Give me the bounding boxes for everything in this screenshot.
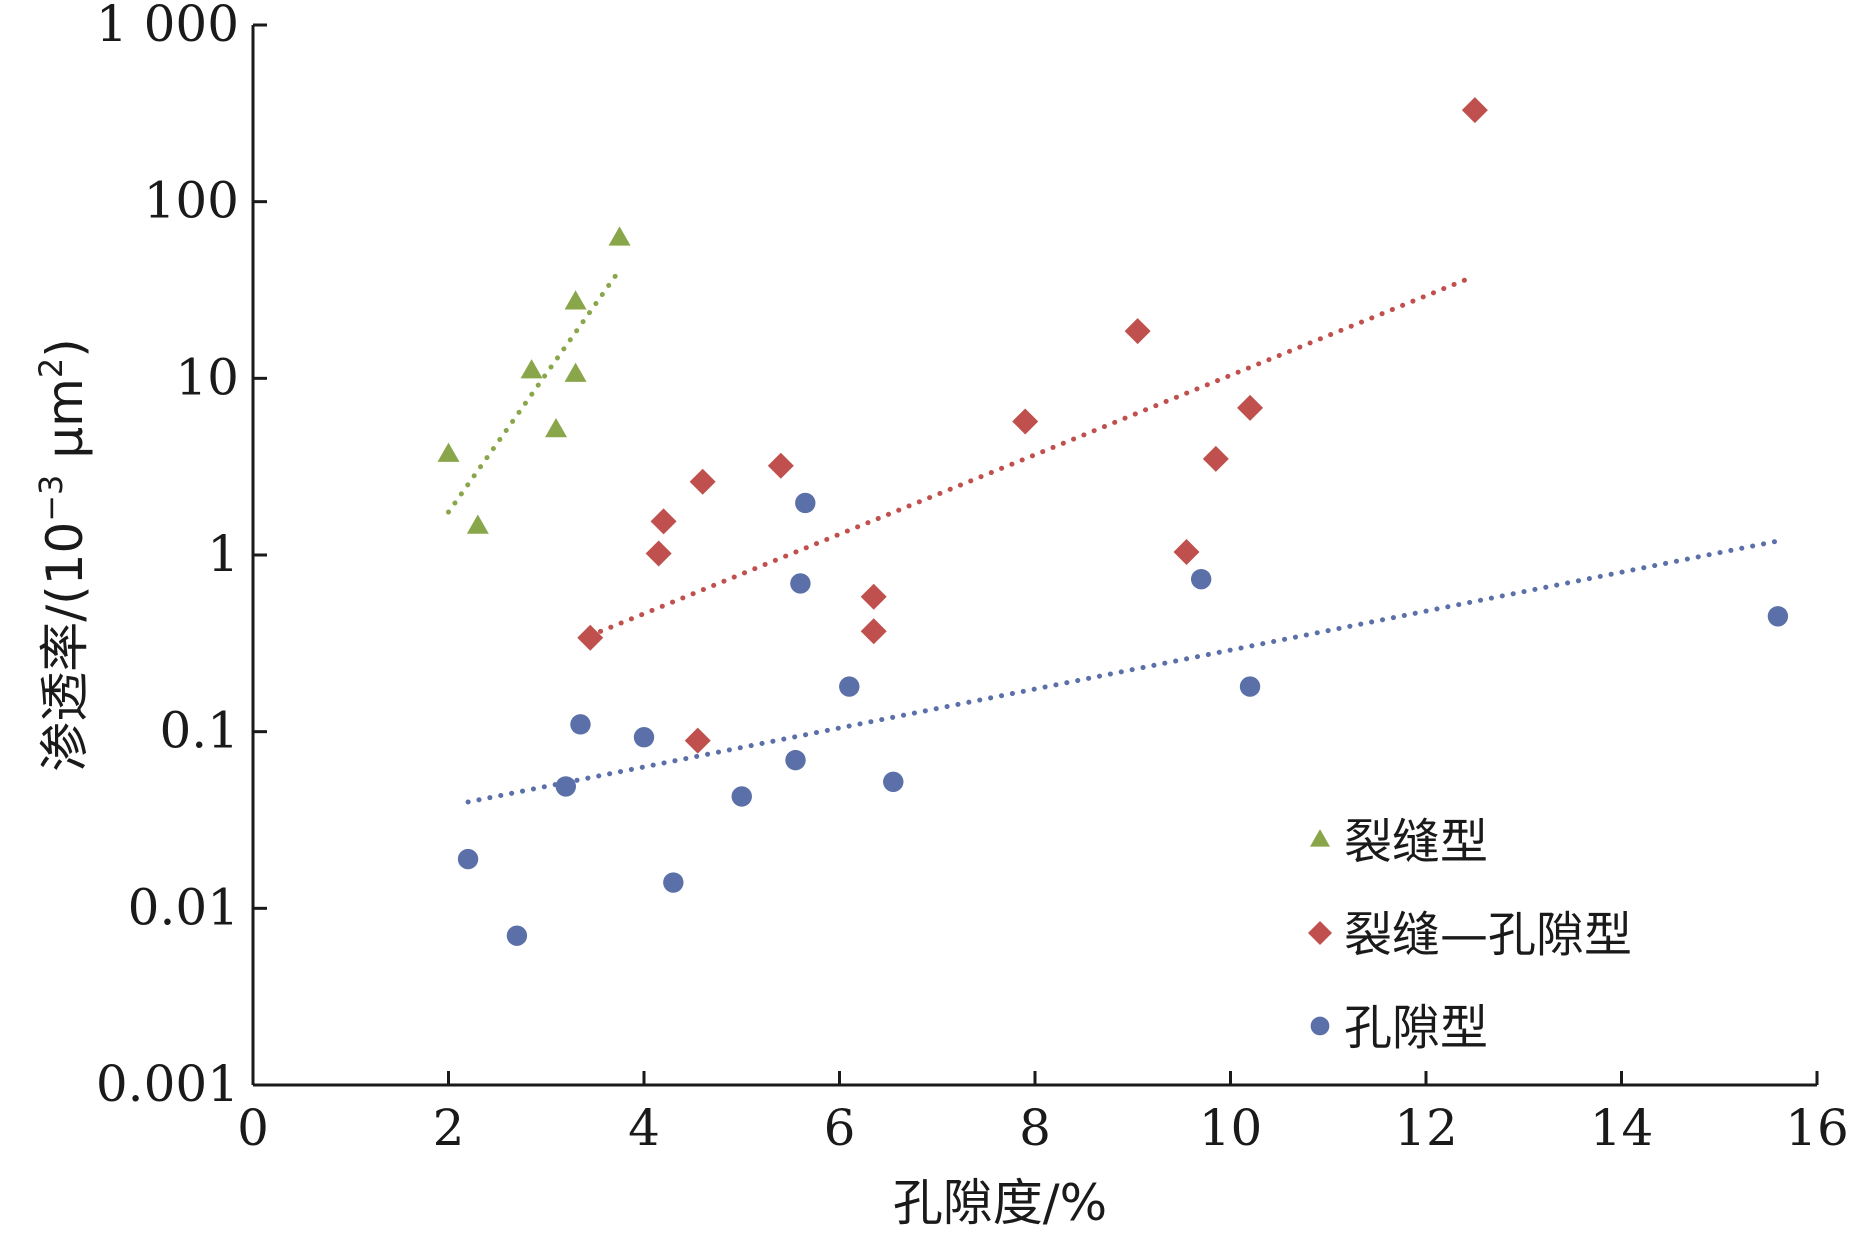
legend-marker-triangle <box>1310 829 1330 847</box>
trendline-circle <box>465 538 1781 805</box>
point-diamond <box>684 727 711 754</box>
point-triangle <box>545 418 568 438</box>
trendline-triangle <box>446 267 623 515</box>
y-axis-title-exp2: 2 <box>32 358 70 378</box>
point-triangle <box>520 359 543 379</box>
point-diamond <box>689 468 716 495</box>
trendline-diamond <box>587 275 1473 639</box>
point-diamond <box>860 618 887 645</box>
x-axis-title: 孔隙度/% <box>893 1174 1107 1232</box>
point-triangle <box>564 290 587 310</box>
point-circle <box>839 676 860 697</box>
axes: 0 2 4 6 8 10 12 14 16 0.001 0.01 0.1 1 10 100 1 000 <box>96 0 1849 1157</box>
point-diamond <box>650 508 677 535</box>
point-circle <box>883 771 904 793</box>
point-circle <box>1190 568 1212 590</box>
point-triangle <box>437 442 460 462</box>
legend-marker-circle <box>1310 1016 1330 1036</box>
legend-item: 裂缝型 <box>1310 814 1488 870</box>
legend-item: 孔隙型 <box>1310 1000 1488 1056</box>
y-tick-label: 0.001 <box>96 1055 239 1113</box>
y-tick-label: 1 <box>207 525 239 583</box>
trendlines <box>446 267 1781 805</box>
y-axis-title-prefix: 渗透率/(10 <box>36 522 94 772</box>
point-triangle <box>466 514 489 534</box>
point-diamond <box>1237 394 1264 421</box>
legend-label: 裂缝—孔隙型 <box>1344 907 1632 963</box>
point-circle <box>457 848 479 870</box>
point-circle <box>506 925 528 946</box>
data-points <box>437 97 1789 946</box>
y-tick-label: 0.01 <box>128 878 239 936</box>
point-diamond <box>860 583 887 610</box>
y-tick-label: 0.1 <box>159 702 239 760</box>
x-tick-label: 12 <box>1394 1099 1458 1157</box>
y-tick-label: 1 000 <box>96 0 239 53</box>
point-diamond <box>767 452 794 479</box>
point-diamond <box>1173 538 1200 565</box>
x-tick-label: 0 <box>237 1099 269 1157</box>
y-axis-title: 渗透率/(10−3 μm2) <box>32 338 94 771</box>
legend-label: 裂缝型 <box>1344 814 1488 870</box>
point-circle <box>1767 606 1789 627</box>
y-axis-title-suffix: ) <box>36 338 94 358</box>
x-tick-label: 2 <box>433 1099 465 1157</box>
point-circle <box>795 492 816 514</box>
x-tick-label: 6 <box>824 1099 856 1157</box>
y-tick-label: 10 <box>175 348 239 406</box>
x-tick-label: 8 <box>1019 1099 1051 1157</box>
point-circle <box>1239 676 1261 697</box>
y-tick-label: 100 <box>144 172 239 230</box>
point-diamond <box>1202 445 1229 472</box>
legend-label: 孔隙型 <box>1344 1000 1488 1056</box>
point-triangle <box>564 362 587 382</box>
point-diamond <box>1012 408 1039 435</box>
point-circle <box>633 727 655 748</box>
point-circle <box>785 749 806 771</box>
y-axis-title-exp1: −3 <box>32 475 70 522</box>
legend-item: 裂缝—孔隙型 <box>1308 907 1632 963</box>
x-tick-label: 14 <box>1590 1099 1654 1157</box>
x-tick-label: 10 <box>1199 1099 1263 1157</box>
x-tick-label: 16 <box>1785 1099 1849 1157</box>
x-tick-label: 4 <box>628 1099 660 1157</box>
point-diamond <box>645 540 672 567</box>
point-circle <box>570 714 591 735</box>
point-diamond <box>1124 318 1151 345</box>
point-diamond <box>577 624 604 651</box>
point-circle <box>731 786 752 807</box>
point-circle <box>555 776 576 797</box>
point-triangle <box>608 226 631 246</box>
point-diamond <box>1461 97 1488 124</box>
legend-marker-diamond <box>1308 921 1332 945</box>
point-circle <box>663 872 684 893</box>
point-circle <box>790 573 811 594</box>
y-axis-title-mid: μm <box>36 378 94 474</box>
